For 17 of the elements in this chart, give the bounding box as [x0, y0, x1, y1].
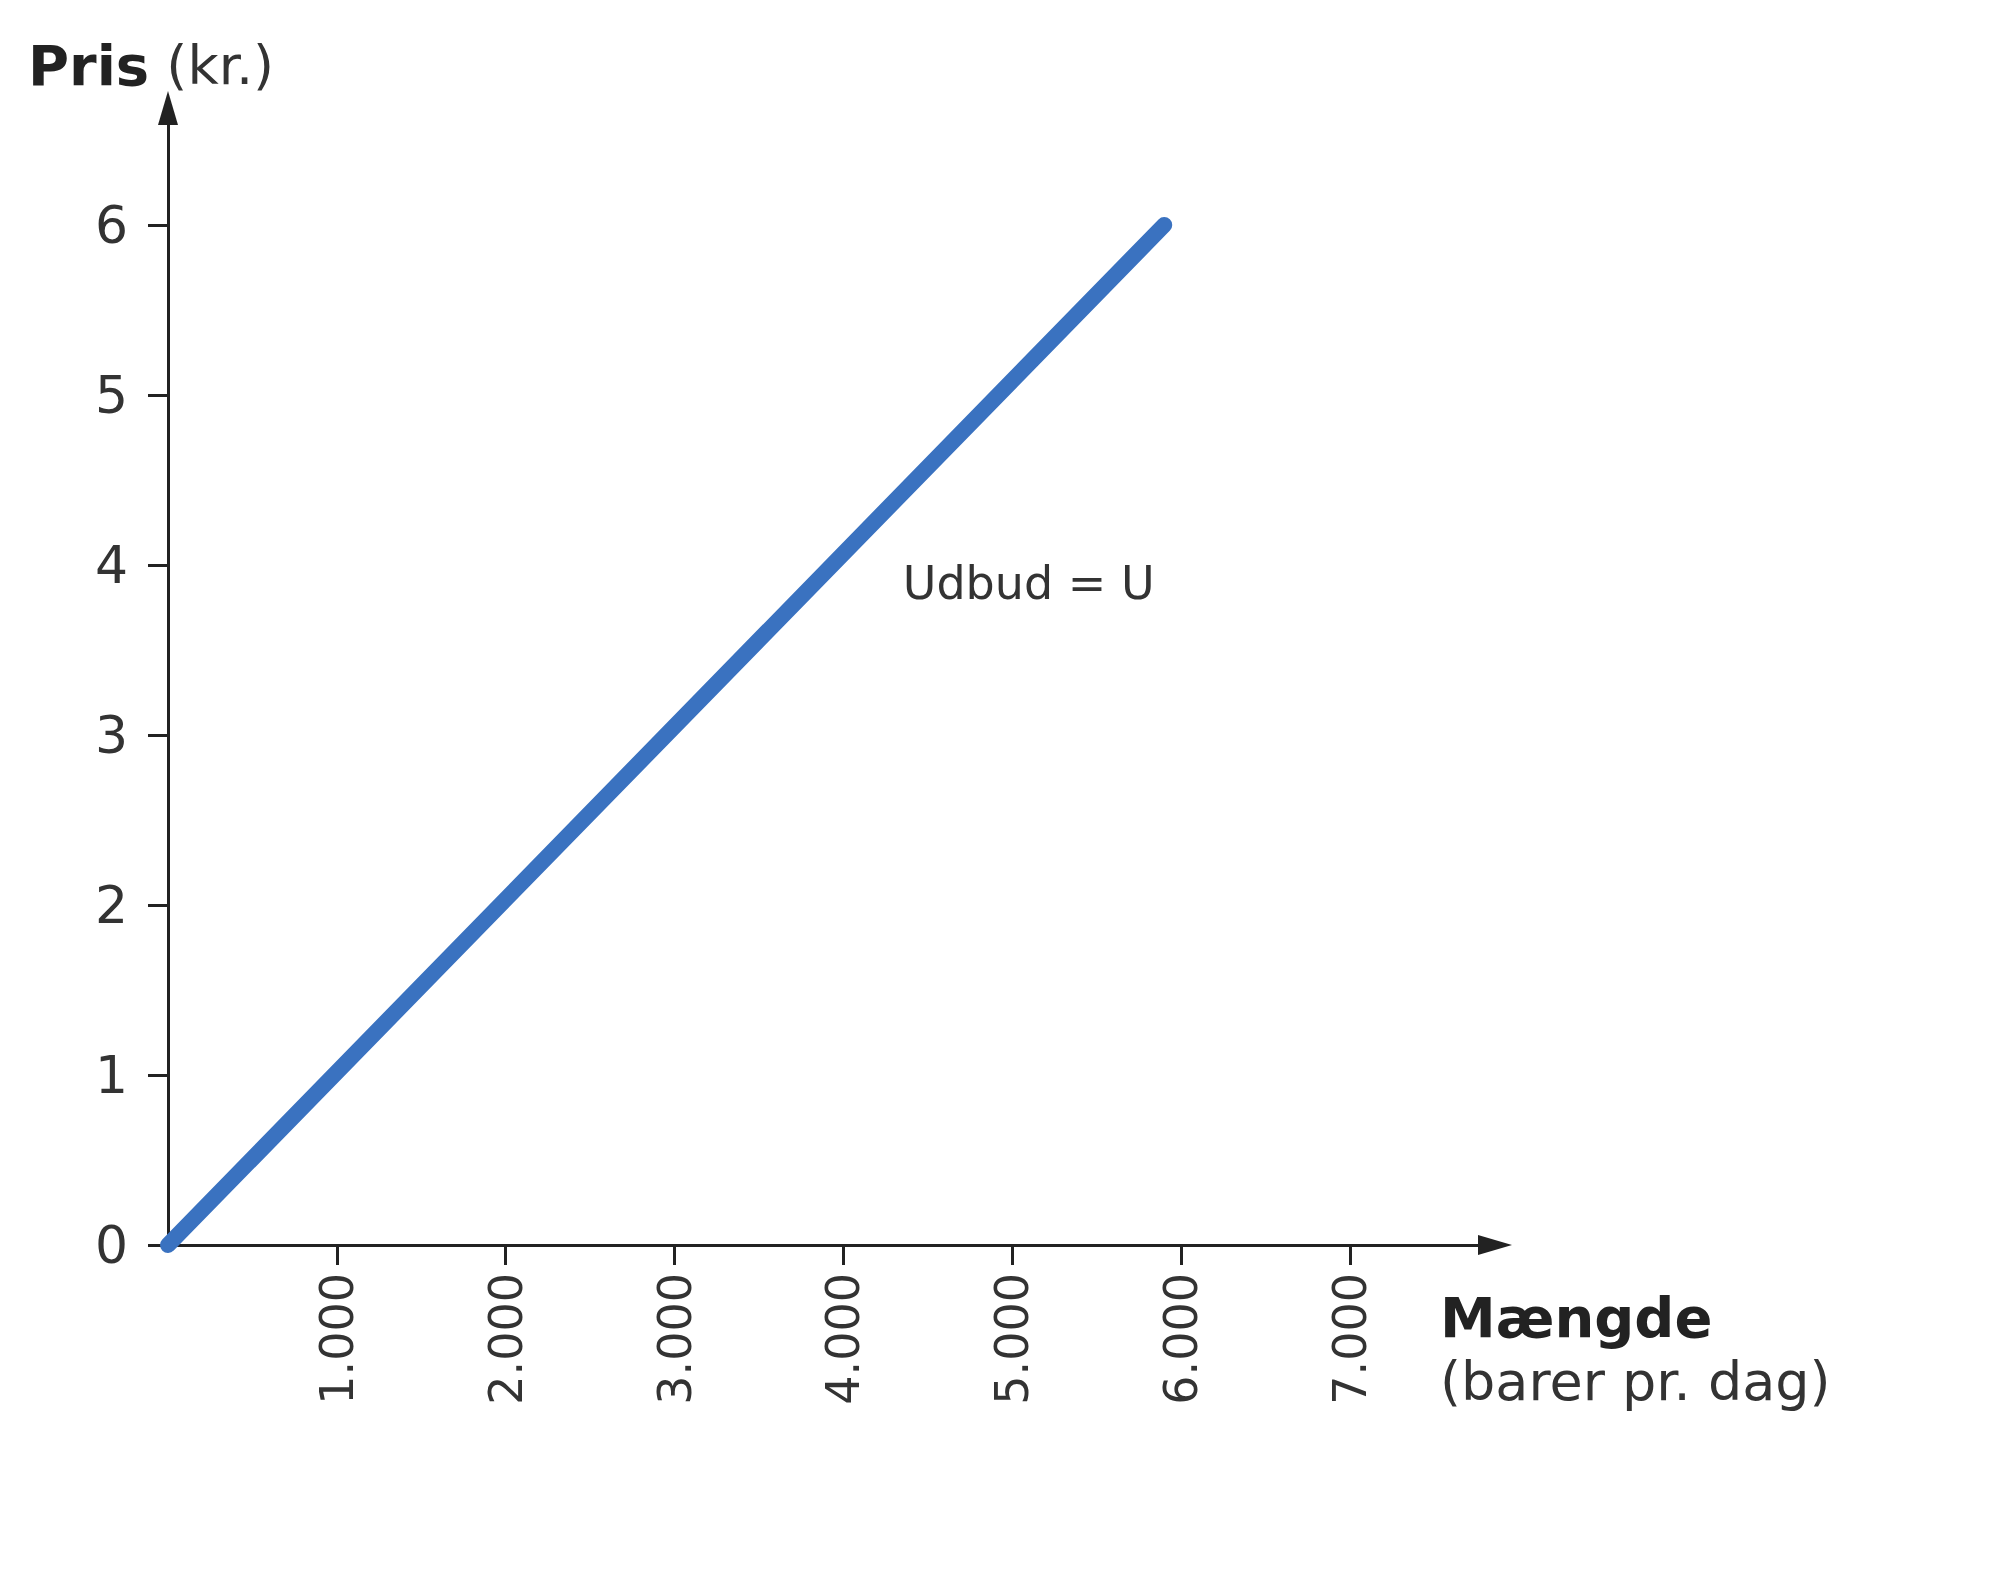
y-tick-label: 1: [94, 1045, 128, 1105]
x-axis-title: Mængde (barer pr. dag): [1440, 1284, 1831, 1413]
y-tick-label: 4: [94, 535, 128, 595]
x-tick-label: 3.000: [647, 1273, 702, 1405]
x-tick-label: 1.000: [309, 1273, 364, 1405]
y-tick-label: 2: [94, 875, 128, 935]
x-tick-label: 7.000: [1322, 1273, 1377, 1405]
y-tick-label: 0: [94, 1215, 128, 1275]
annotation: Udbud = U: [902, 556, 1155, 611]
y-tick-label: 5: [94, 365, 128, 425]
y-tick-label: 6: [94, 195, 128, 255]
x-tick-label: 5.000: [985, 1273, 1040, 1405]
x-tick-label: 6.000: [1154, 1273, 1209, 1405]
x-tick-label: 2.000: [478, 1273, 533, 1405]
x-tick-label: 4.000: [816, 1273, 871, 1405]
y-tick-label: 3: [94, 705, 128, 765]
y-axis-title: Pris (kr.): [28, 32, 275, 98]
